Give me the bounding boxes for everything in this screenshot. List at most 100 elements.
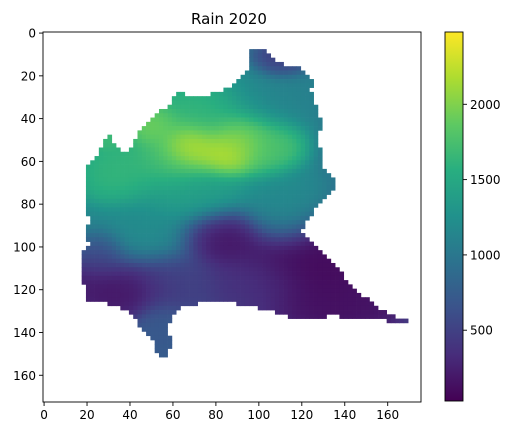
heatmap-cell <box>331 263 336 268</box>
heatmap-cell <box>232 289 237 294</box>
heatmap-cell <box>249 182 254 187</box>
heatmap-cell <box>232 212 237 217</box>
heatmap-cell <box>301 233 306 238</box>
heatmap-cell <box>232 259 237 264</box>
heatmap-cell <box>168 293 173 298</box>
heatmap-cell <box>219 118 224 123</box>
heatmap-cell <box>253 195 258 200</box>
heatmap-cell <box>95 237 100 242</box>
heatmap-cell <box>245 263 250 268</box>
heatmap-cell <box>142 319 147 324</box>
heatmap-cell <box>236 160 241 165</box>
heatmap-cell <box>322 272 327 277</box>
heatmap-cell <box>236 224 241 229</box>
heatmap-cell <box>322 301 327 306</box>
heatmap-cell <box>95 233 100 238</box>
heatmap-cell <box>335 289 340 294</box>
heatmap-cell <box>296 237 301 242</box>
heatmap-cell <box>288 259 293 264</box>
heatmap-cell <box>262 152 267 157</box>
heatmap-cell <box>150 301 155 306</box>
heatmap-cell <box>275 297 280 302</box>
heatmap-cell <box>236 152 241 157</box>
heatmap-cell <box>129 216 134 221</box>
heatmap-cell <box>271 75 276 80</box>
heatmap-cell <box>258 75 263 80</box>
heatmap-cell <box>236 280 241 285</box>
heatmap-cell <box>301 224 306 229</box>
heatmap-cell <box>107 280 112 285</box>
heatmap-cell <box>185 152 190 157</box>
heatmap-cell <box>262 280 267 285</box>
heatmap-cell <box>249 160 254 165</box>
heatmap-cell <box>262 284 267 289</box>
heatmap-cell <box>168 259 173 264</box>
heatmap-cell <box>223 276 228 281</box>
heatmap-cell <box>284 160 289 165</box>
heatmap-cell <box>215 100 220 105</box>
heatmap-cell <box>292 267 297 272</box>
heatmap-cell <box>142 126 147 131</box>
heatmap-cell <box>219 165 224 170</box>
heatmap-cell <box>266 259 271 264</box>
heatmap-cell <box>125 250 130 255</box>
heatmap-cell <box>228 237 233 242</box>
heatmap-cell <box>155 152 160 157</box>
heatmap-cell <box>211 139 216 144</box>
heatmap-cell <box>245 246 250 251</box>
heatmap-cell <box>116 233 121 238</box>
heatmap-cell <box>223 113 228 118</box>
heatmap-cell <box>249 79 254 84</box>
heatmap-cell <box>202 229 207 234</box>
y-axis: 020406080100120140160 <box>13 27 43 383</box>
heatmap-cell <box>292 160 297 165</box>
heatmap-cell <box>107 216 112 221</box>
heatmap-cell <box>185 220 190 225</box>
heatmap-cell <box>271 272 276 277</box>
heatmap-cell <box>318 259 323 264</box>
heatmap-cell <box>215 160 220 165</box>
heatmap-cell <box>206 156 211 161</box>
heatmap-cell <box>249 284 254 289</box>
heatmap-cell <box>180 152 185 157</box>
heatmap-cell <box>159 173 164 178</box>
heatmap-cell <box>90 263 95 268</box>
heatmap-cell <box>275 139 280 144</box>
heatmap-cell <box>271 139 276 144</box>
heatmap-cell <box>202 259 207 264</box>
heatmap-cell <box>296 182 301 187</box>
heatmap-cell <box>288 126 293 131</box>
heatmap-cell <box>228 297 233 302</box>
heatmap-cell <box>314 272 319 277</box>
heatmap-cell <box>150 327 155 332</box>
heatmap-cell <box>275 152 280 157</box>
heatmap-cell <box>176 250 181 255</box>
heatmap-cell <box>296 229 301 234</box>
heatmap-cell <box>185 216 190 221</box>
heatmap-cell <box>258 216 263 221</box>
heatmap-cell <box>180 276 185 281</box>
heatmap-cell <box>253 293 258 298</box>
heatmap-cell <box>253 71 258 76</box>
heatmap-cell <box>249 152 254 157</box>
heatmap-cell <box>202 160 207 165</box>
heatmap-cell <box>159 263 164 268</box>
heatmap-cell <box>245 135 250 140</box>
heatmap-cell <box>206 280 211 285</box>
heatmap-cell <box>266 233 271 238</box>
heatmap-cell <box>211 195 216 200</box>
heatmap-cell <box>215 224 220 229</box>
heatmap-cell <box>309 135 314 140</box>
heatmap-cell <box>168 105 173 110</box>
heatmap-cell <box>168 242 173 247</box>
heatmap-cell <box>163 160 168 165</box>
heatmap-cell <box>309 297 314 302</box>
heatmap-cell <box>198 246 203 251</box>
heatmap-cell <box>198 220 203 225</box>
heatmap-cell <box>305 135 310 140</box>
heatmap-cell <box>275 224 280 229</box>
heatmap-cell <box>133 280 138 285</box>
heatmap-cell <box>95 220 100 225</box>
heatmap-cell <box>253 177 258 182</box>
heatmap-cell <box>219 147 224 152</box>
